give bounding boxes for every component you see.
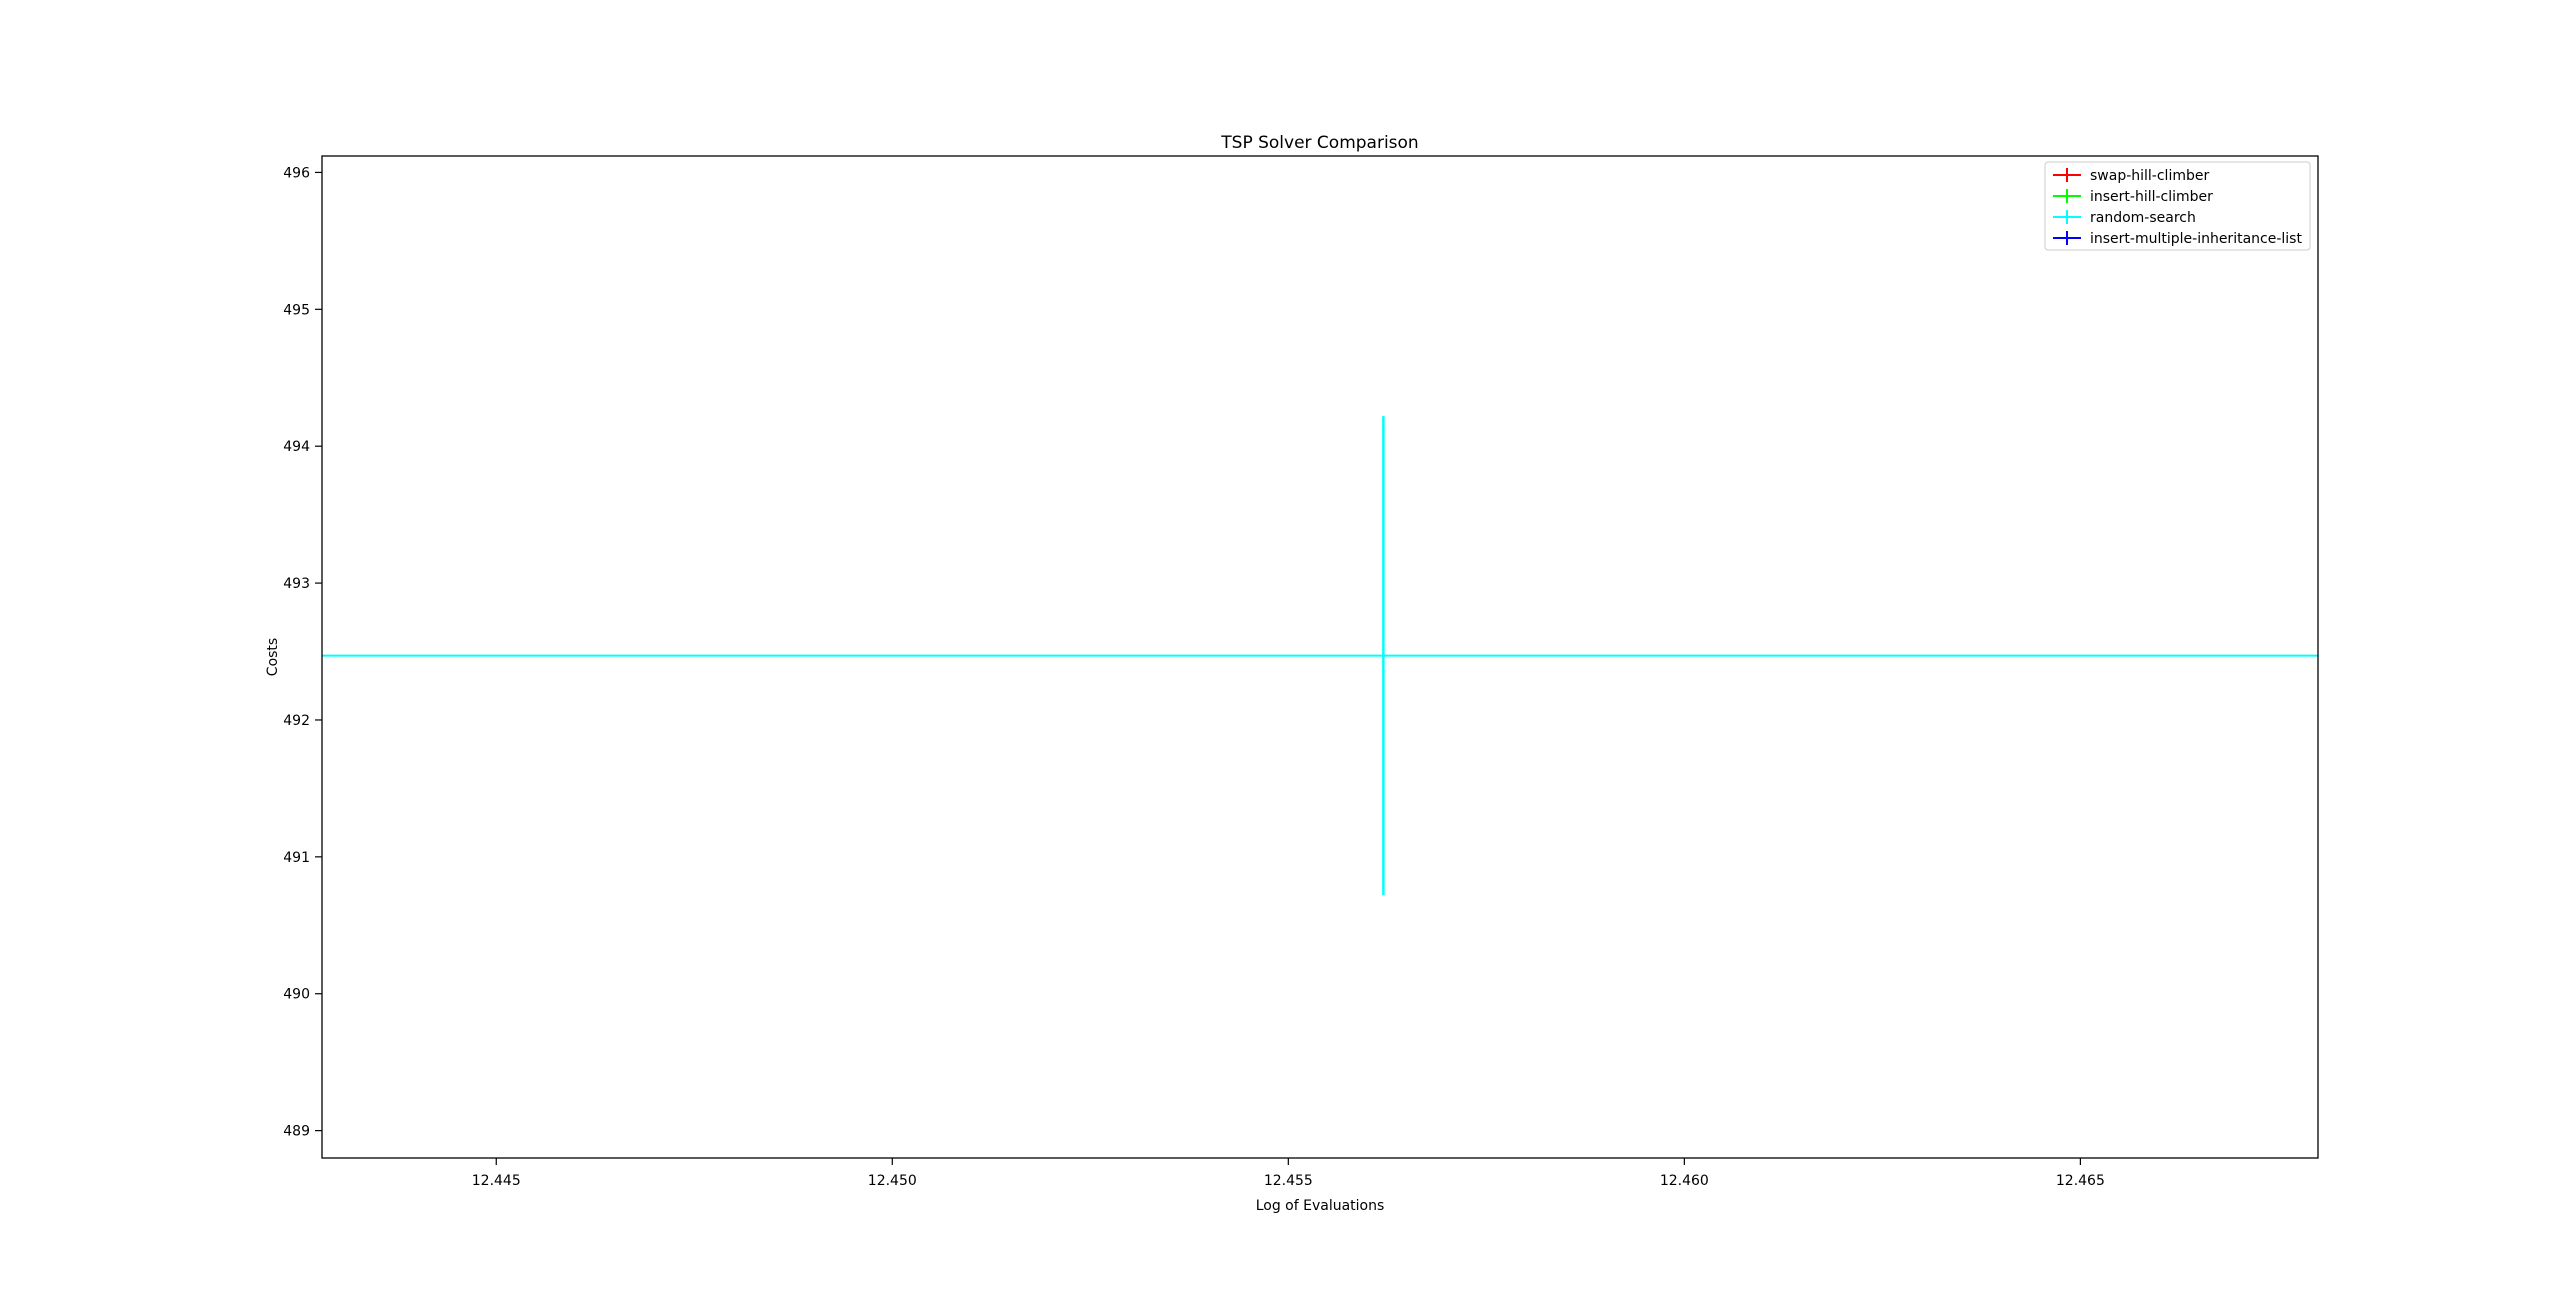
x-tick-label: 12.445 (472, 1173, 521, 1189)
y-tick-label: 494 (283, 439, 310, 455)
legend-label-insert-hill-climber: insert-hill-climber (2090, 189, 2213, 205)
x-tick-label: 12.455 (1264, 1173, 1313, 1189)
y-tick-label: 489 (283, 1124, 310, 1140)
data-point-random-search (1381, 654, 1385, 658)
chart-title: TSP Solver Comparison (1220, 133, 1418, 153)
plot-area (322, 416, 2318, 896)
x-tick-label: 12.460 (1660, 1173, 1709, 1189)
axes: 12.445 12.450 12.455 12.460 12.465 489 490 491 4… (283, 155, 2319, 1189)
x-tick-label: 12.465 (2056, 1173, 2105, 1189)
x-axis-label: Log of Evaluations (1256, 1198, 1385, 1214)
legend-label-swap-hill-climber: swap-hill-climber (2090, 168, 2209, 184)
y-tick-label: 496 (283, 165, 310, 181)
y-tick-label: 492 (283, 713, 310, 729)
legend-label-random-search: random-search (2090, 210, 2196, 226)
y-axis-label: Costs (265, 638, 281, 676)
y-tick-label: 491 (283, 850, 310, 866)
plot-frame (321, 155, 2319, 1159)
legend: swap-hill-climber insert-hill-climber rand… (2044, 161, 2311, 251)
y-tick-label: 493 (283, 576, 310, 592)
y-tick-label: 495 (283, 302, 310, 318)
y-tick-label: 490 (283, 987, 310, 1003)
legend-label-insert-multiple-inheritance-list: insert-multiple-inheritance-list (2090, 231, 2302, 247)
legend-box (2044, 161, 2311, 251)
x-tick-label: 12.450 (868, 1173, 917, 1189)
